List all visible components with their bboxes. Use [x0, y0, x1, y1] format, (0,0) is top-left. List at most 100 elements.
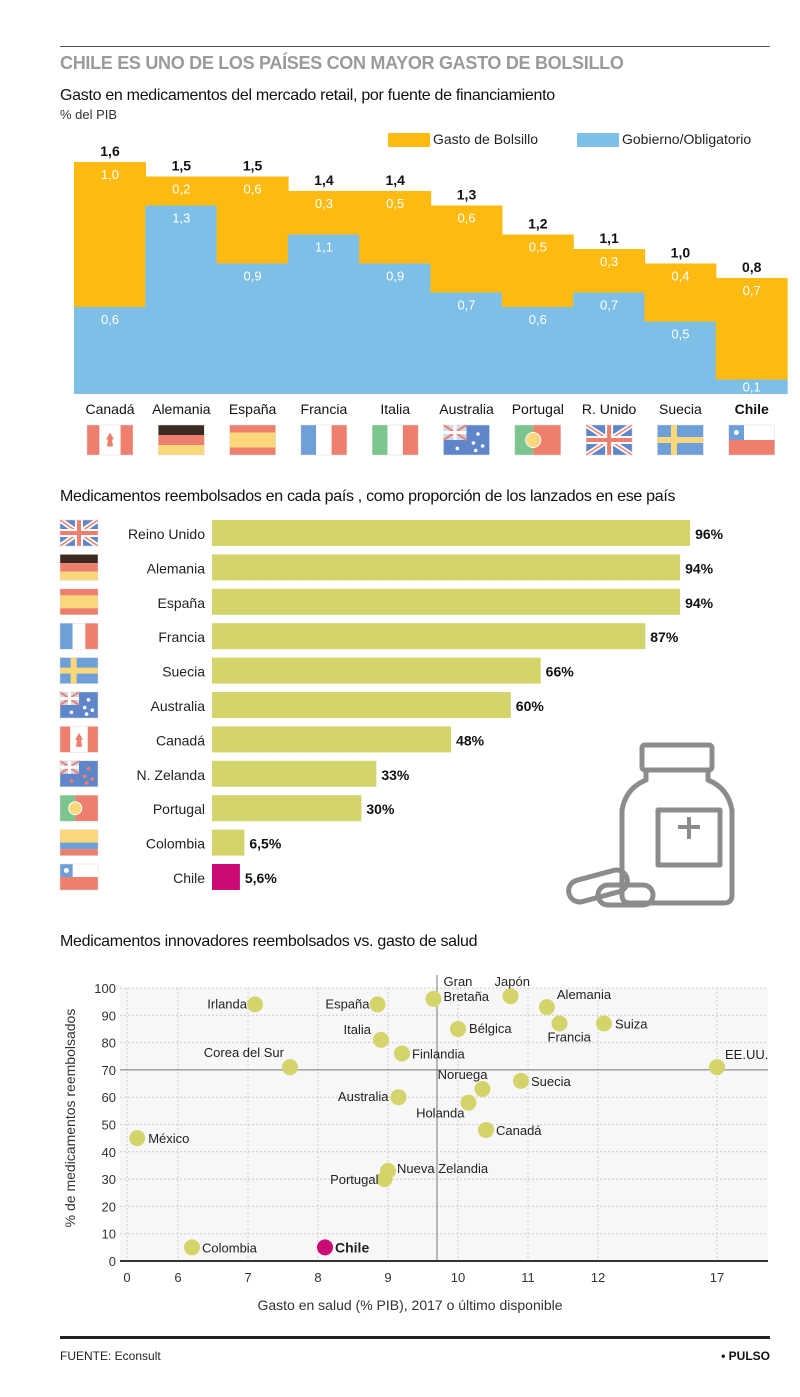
bar-bolsillo-2 — [216, 176, 289, 264]
label-gobierno-6: 0,6 — [529, 312, 547, 327]
value-label-3: 87% — [650, 629, 679, 645]
y-tick-label: 80 — [102, 1036, 116, 1051]
point-20 — [184, 1239, 200, 1256]
uk-flag-icon — [58, 517, 100, 549]
point-21 — [317, 1239, 333, 1256]
y-axis-label: % de medicamentos reembolsados — [62, 1008, 78, 1228]
bar-gobierno-4 — [359, 263, 432, 394]
bar-gobierno-6 — [501, 307, 574, 394]
point-13 — [513, 1072, 529, 1089]
point-label-11: EE.UU. — [725, 1047, 768, 1062]
top-rule — [60, 46, 770, 47]
label-gobierno-4: 0,9 — [386, 269, 404, 284]
point-0 — [247, 996, 263, 1013]
point-label-9: Finlandia — [412, 1047, 466, 1062]
sweden-flag-icon — [59, 657, 99, 684]
bar-8 — [212, 795, 362, 822]
category-label-5: Australia — [151, 698, 206, 714]
point-6 — [551, 1015, 568, 1032]
value-label-7: 33% — [381, 767, 410, 783]
spain-flag-icon — [59, 588, 99, 616]
label-gobierno-1: 1,3 — [172, 211, 190, 226]
point-15 — [460, 1094, 477, 1111]
point-7 — [595, 1015, 612, 1032]
point-1 — [369, 996, 386, 1013]
chart1-subtitle: % del PIB — [60, 107, 118, 122]
label-bolsillo-9: 0,7 — [743, 283, 761, 298]
point-label-17: México — [148, 1131, 189, 1146]
point-label-1: España — [325, 996, 370, 1011]
point-label-3: Japón — [495, 974, 530, 989]
label-gobierno-5: 0,7 — [457, 298, 475, 313]
bar-gobierno-0 — [74, 307, 146, 394]
value-label-10: 5,6% — [245, 870, 277, 886]
value-label-8: 30% — [366, 801, 395, 817]
bar-4 — [212, 657, 541, 684]
bar-gobierno-9 — [715, 379, 788, 394]
y-tick-label: 100 — [94, 981, 116, 996]
label-bolsillo-2: 0,6 — [244, 182, 262, 197]
category-label-4: Suecia — [162, 664, 205, 680]
italy-flag-icon — [371, 424, 419, 456]
total-label-4: 1,4 — [385, 172, 405, 188]
point-label-19: Portugal — [330, 1172, 379, 1187]
sweden-flag-icon — [657, 424, 704, 456]
stacked-bar-chart: 0,6 1,0 1,6 Canadá 1,3 0,2 1,5 Alemania 0,9 0,6 1,… — [74, 143, 788, 458]
category-label-8: Portugal — [153, 801, 205, 817]
category-label-4: Italia — [380, 401, 410, 417]
bar-gobierno-1 — [145, 205, 218, 394]
point-18 — [380, 1162, 396, 1179]
category-label-6: Canadá — [156, 732, 205, 748]
bar-3 — [212, 623, 646, 650]
point-label-15: Holanda — [416, 1106, 465, 1121]
france-flag-icon — [300, 424, 348, 456]
source-note: FUENTE: Econsult — [60, 1349, 161, 1363]
y-tick-label: 60 — [102, 1090, 116, 1105]
bar-bolsillo-3 — [287, 191, 360, 235]
headline: CHILE ES UNO DE LOS PAÍSES CON MAYOR GAS… — [60, 53, 624, 73]
bar-0 — [212, 520, 691, 546]
y-tick-label: 70 — [102, 1063, 116, 1078]
bar-6 — [212, 726, 452, 753]
canada-flag-icon — [59, 726, 99, 753]
value-label-6: 48% — [456, 732, 485, 748]
label-gobierno-3: 1,1 — [315, 240, 333, 255]
point-label-7: Suiza — [615, 1016, 648, 1031]
value-label-5: 60% — [516, 698, 545, 714]
bar-7 — [212, 760, 377, 787]
chile-flag-icon — [59, 863, 99, 891]
x-tick-label: 9 — [384, 1270, 391, 1285]
category-label-10: Chile — [173, 870, 205, 886]
bar-bolsillo-4 — [359, 191, 432, 264]
point-label-2-line2: Bretaña — [444, 989, 490, 1004]
label-bolsillo-3: 0,3 — [315, 196, 333, 211]
label-bolsillo-6: 0,5 — [529, 240, 547, 255]
total-label-3: 1,4 — [314, 172, 334, 188]
label-gobierno-7: 0,7 — [600, 298, 618, 313]
label-bolsillo-7: 0,3 — [600, 254, 618, 269]
chart1-title: Gasto en medicamentos del mercado retail… — [60, 87, 555, 104]
legend-swatch-bolsillo — [388, 133, 430, 147]
value-label-0: 96% — [695, 526, 724, 542]
bar-gobierno-5 — [430, 292, 503, 394]
category-label-3: Francia — [301, 401, 348, 417]
legend-swatch-gobierno — [577, 133, 619, 147]
category-label-3: Francia — [158, 629, 205, 645]
y-tick-label: 90 — [102, 1008, 116, 1023]
point-label-5: Bélgica — [469, 1021, 512, 1036]
point-4 — [538, 999, 555, 1016]
footer-rule — [60, 1336, 770, 1339]
category-label-6: Portugal — [512, 401, 564, 417]
point-11 — [709, 1059, 725, 1076]
plot-background — [120, 988, 768, 1261]
y-tick-label: 20 — [102, 1199, 116, 1214]
value-label-9: 6,5% — [249, 836, 281, 852]
category-label-0: Reino Unido — [128, 526, 205, 542]
label-gobierno-0: 0,6 — [101, 312, 119, 327]
nz-flag-icon — [59, 759, 99, 788]
x-tick-label: 7 — [244, 1270, 251, 1285]
x-tick-label: 11 — [521, 1270, 535, 1285]
value-label-2: 94% — [685, 595, 714, 611]
horizontal-bar-chart: Reino Unido 96% Alemania 94% España 94% Franci… — [58, 517, 724, 891]
